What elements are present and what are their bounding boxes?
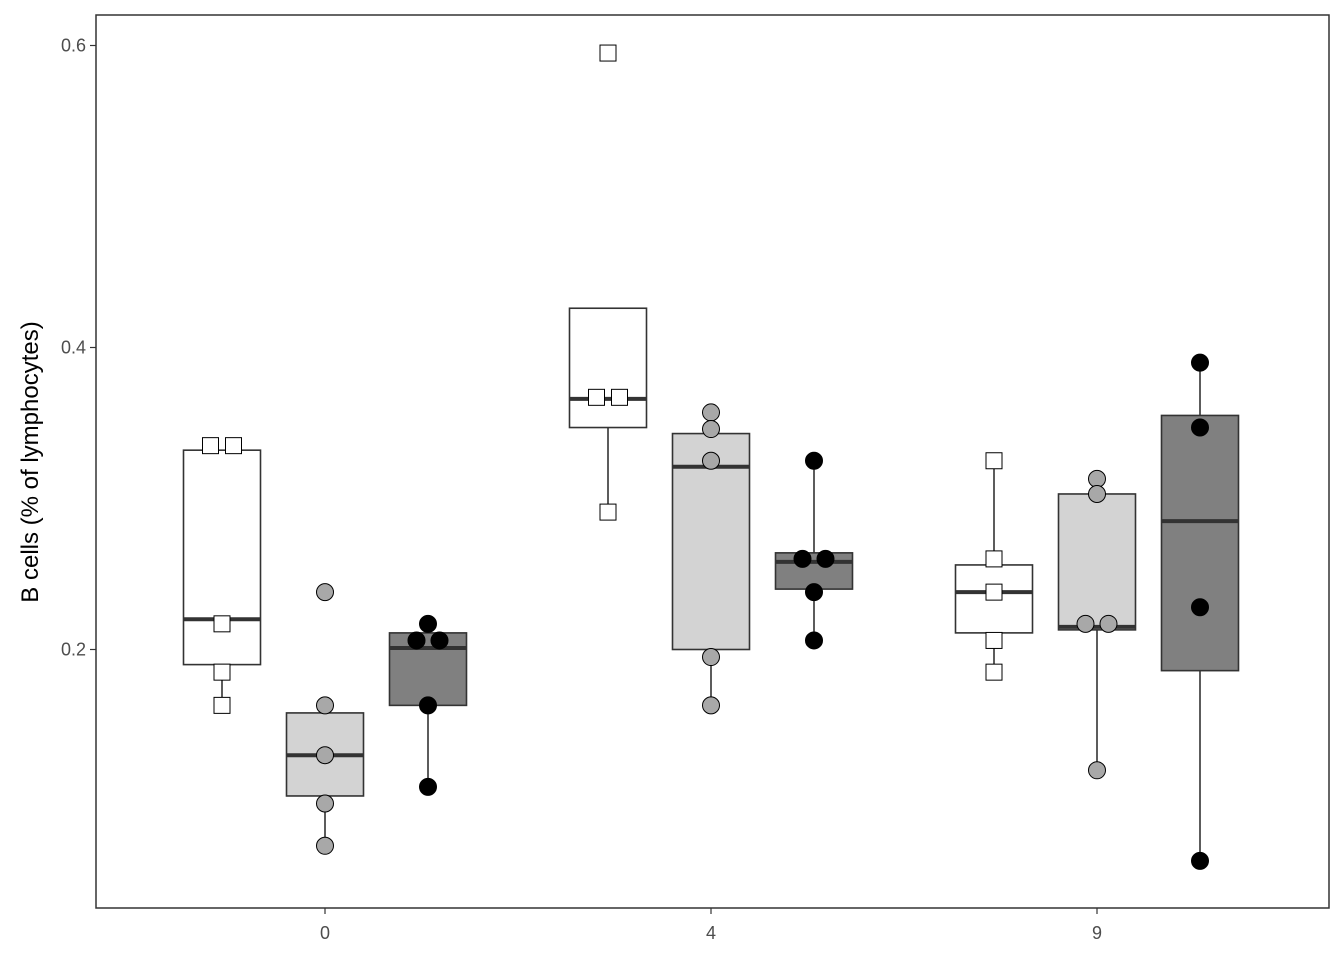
- data-point: [1088, 761, 1106, 780]
- data-point: [225, 437, 242, 455]
- data-point: [419, 614, 437, 633]
- box-group: [285, 583, 365, 855]
- box: [568, 307, 648, 429]
- box: [1057, 493, 1137, 631]
- data-point: [985, 452, 1003, 470]
- data-point: [316, 836, 334, 855]
- data-point: [702, 451, 720, 470]
- box: [774, 552, 854, 590]
- box: [388, 632, 468, 707]
- data-point: [407, 631, 426, 650]
- data-point: [1088, 469, 1106, 488]
- data-point: [430, 631, 449, 650]
- axis-layer: 0.2 0.4 0.6 0 4 9: [61, 36, 1102, 944]
- data-point: [816, 549, 835, 568]
- data-point: [316, 583, 334, 602]
- data-point: [213, 615, 231, 633]
- data-point: [213, 663, 231, 681]
- data-point: [1088, 484, 1106, 503]
- x-tick-label: 0: [320, 923, 330, 943]
- data-point: [316, 794, 334, 813]
- data-point: [985, 663, 1003, 681]
- box-group: [568, 44, 648, 521]
- data-point: [213, 696, 231, 714]
- data-point: [419, 696, 437, 715]
- data-point: [599, 503, 617, 521]
- data-point: [793, 549, 812, 568]
- data-point: [1191, 418, 1209, 437]
- box-group: [1160, 353, 1240, 870]
- data-point: [1099, 614, 1118, 633]
- box-group: [774, 451, 854, 650]
- plot-layer: [182, 44, 1240, 870]
- data-point: [599, 44, 617, 62]
- data-point: [985, 550, 1003, 568]
- box: [1160, 414, 1240, 672]
- box-group: [1057, 469, 1137, 780]
- data-point: [1191, 851, 1209, 870]
- data-point: [985, 583, 1003, 601]
- x-tick-label: 9: [1092, 923, 1102, 943]
- box: [182, 449, 262, 666]
- data-point: [1076, 614, 1095, 633]
- x-tick-label: 4: [706, 923, 716, 943]
- plot-panel-border: [95, 14, 1330, 909]
- data-point: [1191, 353, 1209, 372]
- data-point: [702, 648, 720, 667]
- data-point: [316, 696, 334, 715]
- box-group: [954, 452, 1034, 681]
- y-tick-label: 0.6: [61, 36, 86, 56]
- data-point: [702, 403, 720, 422]
- data-point: [702, 696, 720, 715]
- data-point: [805, 451, 823, 470]
- data-point: [588, 388, 605, 406]
- y-tick-label: 0.4: [61, 338, 86, 358]
- box-group: [671, 403, 751, 715]
- y-tick-label: 0.2: [61, 640, 86, 660]
- box-group: [388, 614, 468, 796]
- data-point: [1191, 598, 1209, 617]
- data-point: [202, 437, 219, 455]
- data-point: [805, 631, 823, 650]
- data-point: [805, 583, 823, 602]
- data-point: [985, 631, 1003, 649]
- data-point: [611, 388, 628, 406]
- data-point: [419, 777, 437, 796]
- y-axis-title: B cells (% of lymphocytes): [17, 321, 44, 602]
- data-point: [702, 420, 720, 439]
- box-group: [182, 437, 262, 714]
- data-point: [316, 746, 334, 765]
